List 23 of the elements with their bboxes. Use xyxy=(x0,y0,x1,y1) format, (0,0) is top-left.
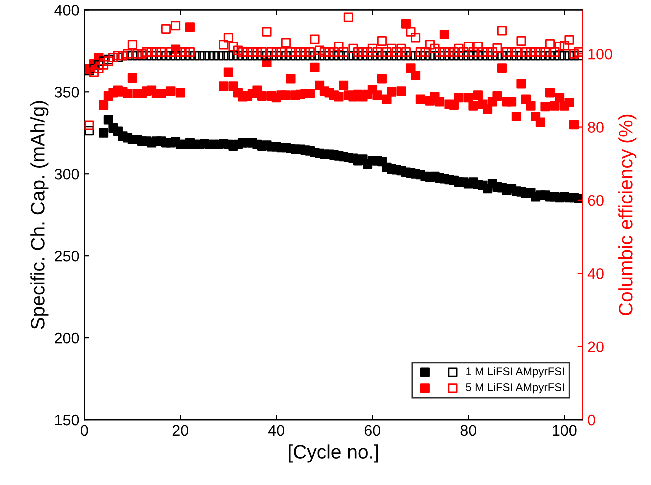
legend-label: 1 M LiFSI AMpyrFSI xyxy=(466,367,564,378)
y2-axis-title: Columbic efficiency (%) xyxy=(618,114,637,316)
x-tick-label: 100 xyxy=(553,425,577,436)
y2-tick-label: 40 xyxy=(588,268,604,280)
y2-tick-label: 100 xyxy=(588,48,612,60)
x-tick-label: 60 xyxy=(364,425,381,436)
y-tick-label: 400 xyxy=(54,5,80,16)
y2-tick-label: 80 xyxy=(588,122,604,133)
y-tick-label: 150 xyxy=(55,414,80,426)
y-tick-label: 200 xyxy=(55,332,80,344)
y2-tick-label: 20 xyxy=(588,342,604,353)
legend-label: 5 M LiFSI AMpyrFSI xyxy=(466,383,564,394)
x-axis-title: [Cycle no.] xyxy=(289,444,378,463)
y-tick-label: 300 xyxy=(54,168,80,180)
x-tick-label: 40 xyxy=(268,425,285,436)
x-tick-label: 20 xyxy=(172,425,189,436)
y2-tick-label: 60 xyxy=(588,195,604,206)
y2-tick-label: 0 xyxy=(588,414,596,426)
y-tick-label: 350 xyxy=(54,87,80,98)
y-axis-title: Specific. Ch. Cap. (mAh/g) xyxy=(30,101,49,330)
x-tick-label: 0 xyxy=(80,425,88,436)
y-tick-label: 250 xyxy=(55,250,80,262)
x-tick-label: 80 xyxy=(460,425,477,436)
